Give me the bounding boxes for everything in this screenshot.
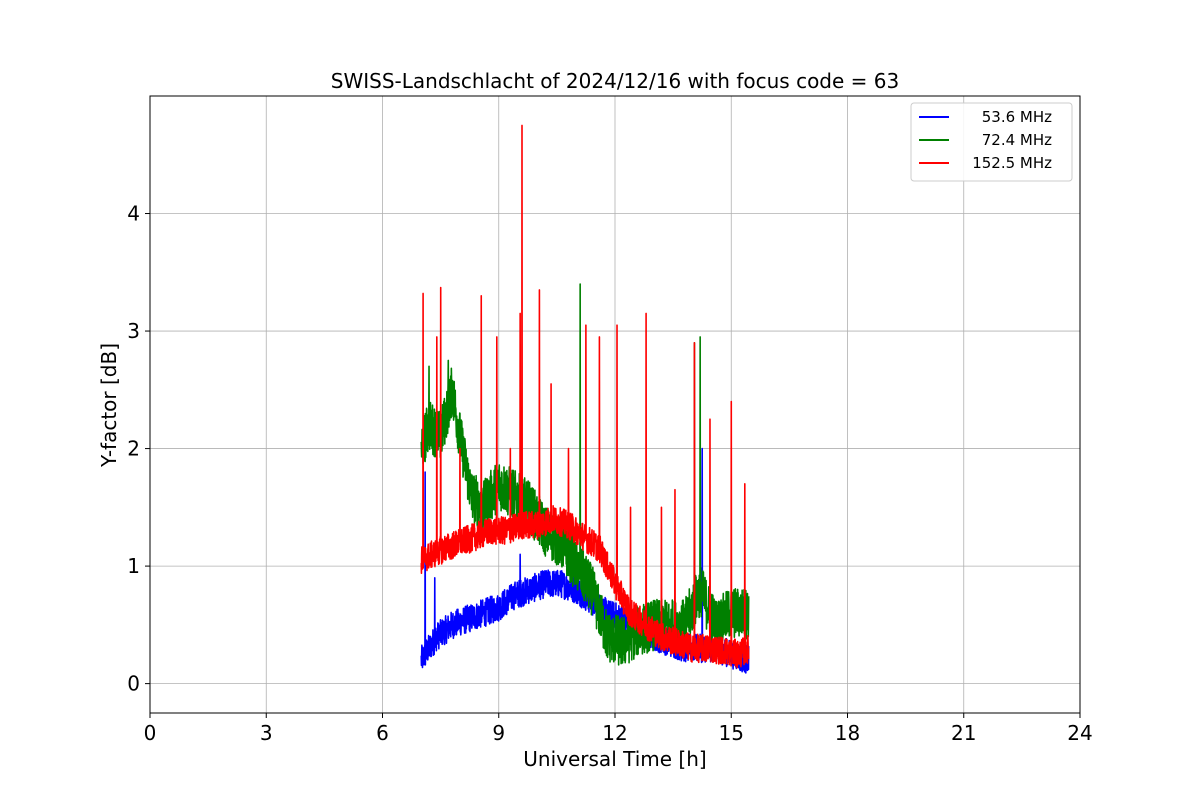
x-tick-label: 9 (492, 721, 505, 745)
x-tick-label: 6 (376, 721, 389, 745)
x-tick-label: 18 (835, 721, 860, 745)
x-tick-label: 24 (1067, 721, 1092, 745)
x-tick-label: 0 (144, 721, 157, 745)
series-layer (420, 124, 750, 674)
x-tick-label: 21 (951, 721, 976, 745)
legend: 53.6 MHz 72.4 MHz 152.5 MHz (910, 102, 1073, 182)
x-tick-label: 15 (719, 721, 744, 745)
legend-entry: 72.4 MHz (982, 131, 1052, 149)
y-tick-label: 0 (127, 672, 140, 696)
legend-entry: 152.5 MHz (972, 154, 1052, 172)
series-line (420, 124, 750, 669)
x-tick-label: 12 (602, 721, 627, 745)
y-tick-label: 4 (127, 202, 140, 226)
legend-box (910, 102, 1073, 182)
y-tick-label: 2 (127, 437, 140, 461)
x-tick-label: 3 (260, 721, 273, 745)
y-axis-label: Y-factor [dB] (97, 343, 121, 468)
y-tick-label: 3 (127, 319, 140, 343)
chart-title: SWISS-Landschlacht of 2024/12/16 with fo… (331, 69, 899, 93)
y-tick-label: 1 (127, 554, 140, 578)
x-axis-label: Universal Time [h] (523, 747, 706, 771)
legend-entry: 53.6 MHz (982, 108, 1052, 126)
